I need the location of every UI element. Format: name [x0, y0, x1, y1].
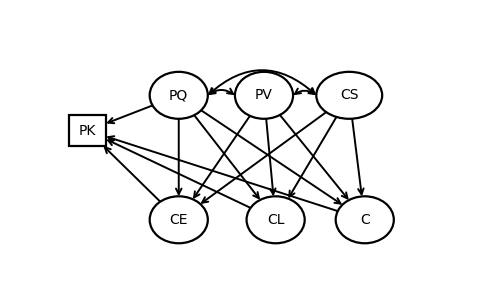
FancyArrowPatch shape	[352, 119, 364, 194]
Ellipse shape	[316, 72, 382, 119]
Ellipse shape	[336, 196, 394, 243]
Ellipse shape	[246, 196, 304, 243]
FancyArrowPatch shape	[201, 110, 340, 204]
FancyArrowPatch shape	[295, 89, 314, 94]
Text: PV: PV	[255, 88, 273, 102]
Text: CL: CL	[267, 213, 284, 227]
FancyArrowPatch shape	[280, 115, 347, 199]
Text: CE: CE	[170, 213, 188, 227]
Ellipse shape	[150, 196, 208, 243]
FancyArrowPatch shape	[202, 112, 326, 203]
Text: CS: CS	[340, 88, 358, 102]
FancyArrowPatch shape	[290, 117, 337, 197]
FancyArrowPatch shape	[105, 147, 160, 202]
Bar	[70, 115, 106, 146]
FancyArrowPatch shape	[108, 136, 338, 211]
FancyArrowPatch shape	[176, 119, 182, 194]
Text: C: C	[360, 213, 370, 227]
FancyArrowPatch shape	[108, 140, 251, 208]
FancyArrowPatch shape	[266, 119, 276, 194]
Ellipse shape	[235, 72, 293, 119]
FancyArrowPatch shape	[194, 116, 250, 197]
FancyArrowPatch shape	[210, 70, 314, 94]
Text: PK: PK	[79, 124, 96, 138]
Ellipse shape	[150, 72, 208, 119]
Text: PQ: PQ	[169, 88, 188, 102]
FancyArrowPatch shape	[108, 106, 152, 123]
FancyArrowPatch shape	[194, 115, 259, 198]
FancyArrowPatch shape	[210, 89, 233, 94]
